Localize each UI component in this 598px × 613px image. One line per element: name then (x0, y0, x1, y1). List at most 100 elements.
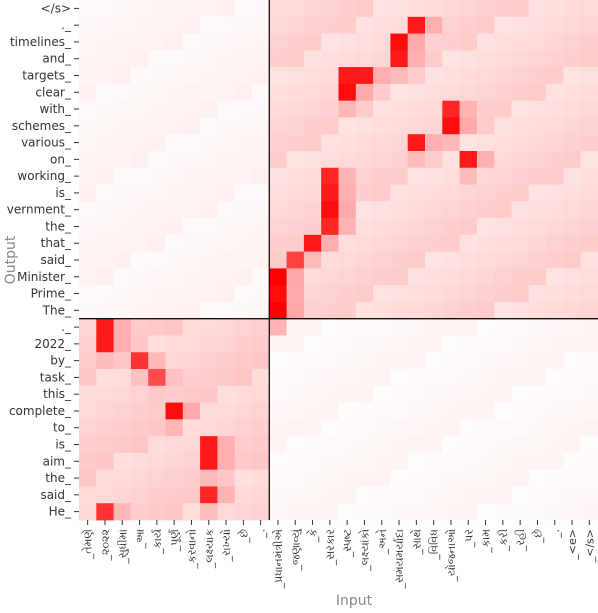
heatmap-cell (476, 201, 495, 219)
heatmap-cell (217, 218, 236, 236)
heatmap-cell (494, 67, 512, 85)
heatmap-cell (269, 318, 287, 336)
heatmap-cell (148, 33, 166, 51)
heatmap-cell (217, 33, 236, 51)
heatmap-cell (286, 150, 305, 169)
heatmap-cell (442, 33, 460, 51)
heatmap-cell (546, 469, 564, 487)
heatmap-cell (165, 402, 184, 420)
heatmap-cell (563, 167, 582, 185)
heatmap-cell (217, 150, 236, 169)
heatmap-cell (407, 50, 426, 68)
heatmap-cell (546, 0, 564, 18)
heatmap-cell (511, 419, 530, 437)
heatmap-cell (425, 352, 443, 370)
heatmap-cell (130, 234, 149, 253)
heatmap-cell (338, 184, 357, 202)
heatmap-cell (182, 419, 201, 437)
heatmap-cell (269, 419, 287, 437)
heatmap-cell (234, 201, 253, 219)
heatmap-cell (425, 318, 443, 336)
y-tick-label: Minister_ (17, 270, 72, 284)
heatmap-cell (165, 251, 184, 269)
heatmap-cell (511, 67, 530, 85)
heatmap-cell (165, 469, 184, 487)
x-axis-title: Input (336, 593, 373, 609)
heatmap-cell (182, 285, 201, 303)
heatmap-cell (321, 167, 339, 185)
heatmap-cell (148, 369, 166, 387)
heatmap-cell (459, 503, 478, 521)
heatmap-cell (546, 486, 564, 504)
heatmap-cell (442, 419, 460, 437)
heatmap-cell (182, 318, 201, 336)
heatmap-cell (546, 83, 564, 102)
heatmap-cell (390, 318, 409, 336)
heatmap-cell (96, 251, 114, 269)
heatmap-cell (390, 184, 409, 202)
heatmap-cell (96, 402, 114, 420)
heatmap-cell (580, 452, 598, 471)
heatmap-cell (321, 436, 339, 454)
heatmap-cell (546, 419, 564, 437)
heatmap-cell (338, 402, 357, 420)
heatmap-cell (252, 234, 270, 253)
heatmap-cell (165, 117, 184, 135)
heatmap-cell (338, 218, 357, 236)
heatmap-cell (442, 100, 460, 118)
heatmap-cell (528, 301, 547, 320)
heatmap-cell (494, 150, 512, 169)
heatmap-cell (546, 218, 564, 236)
heatmap-cell (407, 234, 426, 253)
heatmap-cell (252, 167, 270, 185)
heatmap-cell (252, 402, 270, 420)
x-tick-label: _આ (134, 529, 147, 550)
heatmap-cell (442, 16, 460, 34)
heatmap-cell (494, 167, 512, 185)
y-tick-label: ._ (61, 18, 72, 32)
heatmap-cell (580, 402, 598, 420)
heatmap-cell (442, 117, 460, 135)
heatmap-cell (390, 167, 409, 185)
heatmap-cell (338, 167, 357, 185)
x-tick-label: _લક્ષ્યાંકો (358, 529, 371, 572)
heatmap-cell (130, 67, 149, 85)
heatmap-cell (563, 452, 582, 471)
heatmap-cell (79, 385, 97, 403)
heatmap-cell (321, 67, 339, 85)
heatmap-cell (269, 218, 287, 236)
heatmap-cell (200, 486, 218, 504)
heatmap-cell (494, 452, 512, 471)
heatmap-cell (494, 201, 512, 219)
heatmap-cell (79, 0, 97, 18)
heatmap-cell (563, 486, 582, 504)
heatmap-cell (528, 167, 547, 185)
heatmap-cell (580, 469, 598, 487)
heatmap-cell (252, 67, 270, 85)
heatmap-cell (442, 201, 460, 219)
heatmap-cell (580, 369, 598, 387)
heatmap-cell (113, 285, 132, 303)
heatmap-cell (546, 16, 564, 34)
heatmap-cell (79, 486, 97, 504)
heatmap-cell (113, 100, 132, 118)
heatmap-cell (459, 436, 478, 454)
heatmap-cell (321, 452, 339, 471)
heatmap-cell (79, 218, 97, 236)
heatmap-cell (355, 486, 374, 504)
heatmap-cell (390, 469, 409, 487)
heatmap-cell (442, 0, 460, 18)
heatmap-cell (130, 50, 149, 68)
heatmap-cell (269, 67, 287, 85)
heatmap-cell (182, 184, 201, 202)
heatmap-cell (79, 201, 97, 219)
heatmap-cell (96, 486, 114, 504)
heatmap-cell (546, 301, 564, 320)
heatmap-cell (286, 436, 305, 454)
heatmap-cell (200, 469, 218, 487)
heatmap-cell (286, 167, 305, 185)
heatmap-cell (130, 117, 149, 135)
heatmap-cell (234, 436, 253, 454)
x-tick-label: _અને (376, 529, 389, 555)
heatmap-cell (407, 33, 426, 51)
